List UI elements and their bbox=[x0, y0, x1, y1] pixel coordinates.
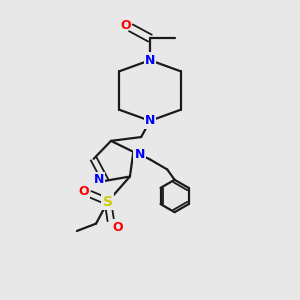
Text: N: N bbox=[135, 148, 145, 161]
Text: S: S bbox=[103, 194, 113, 208]
Text: N: N bbox=[145, 114, 155, 127]
Text: O: O bbox=[112, 220, 123, 234]
Text: O: O bbox=[78, 185, 89, 198]
Text: N: N bbox=[145, 54, 155, 67]
Text: O: O bbox=[120, 19, 131, 32]
Text: N: N bbox=[94, 173, 104, 186]
